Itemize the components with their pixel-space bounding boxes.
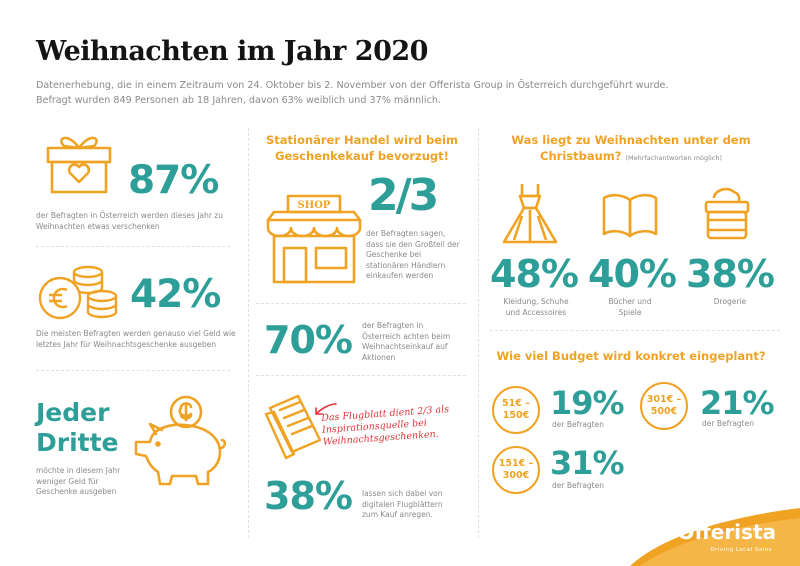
- book-icon: [602, 193, 658, 238]
- gift-item-2-label: Bücher und Spiele: [608, 297, 652, 317]
- intro-text: Datenerhebung, die in einem Zeitraum von…: [36, 78, 736, 108]
- brand-ribbon: [630, 508, 800, 566]
- budget-2-value: 21%: [700, 384, 775, 422]
- brand-tagline: Driving Local Sales: [710, 547, 772, 553]
- middle-heading: Stationärer Handel wird beim Geschenkeka…: [266, 133, 458, 163]
- stat-70-text: der Befragten in Österreich achten beim …: [362, 321, 451, 362]
- row-divider-right: [490, 330, 780, 331]
- stat-87-text: der Befragten in Österreich werden diese…: [36, 211, 223, 231]
- jeder-dritte-line1: Jeder: [36, 398, 110, 427]
- budget-range-1-line1: 51€ –: [502, 398, 530, 409]
- right-heading-note: (Mehrfachantworten möglich): [625, 154, 722, 162]
- budget-heading: Wie viel Budget wird konkret eingeplant?: [496, 349, 766, 363]
- row-divider-mid-2: [256, 375, 466, 376]
- stat-38-flyer-text: lassen sich dabei von digitalen Flugblät…: [362, 489, 443, 519]
- budget-1-label: der Befragten: [552, 420, 604, 429]
- gift-item-1-label: Kleidung, Schuhe und Accessoires: [503, 297, 569, 317]
- coins-icon: [38, 265, 118, 320]
- budget-3-value: 31%: [550, 444, 625, 482]
- budget-1-value: 19%: [550, 384, 625, 422]
- gift-item-2-value: 40%: [588, 252, 677, 296]
- jeder-dritte-line2: Dritte: [36, 428, 119, 457]
- stat-87-value: 87%: [128, 158, 219, 203]
- stat-70-value: 70%: [264, 318, 353, 362]
- jeder-dritte-text: möchte in diesem Jahr weniger Geld für G…: [36, 466, 121, 496]
- stat-42-value: 42%: [130, 272, 221, 317]
- budget-range-1-line2: 150€: [502, 410, 530, 421]
- right-heading: Was liegt zu Weihnachten unter dem Chris…: [490, 132, 772, 166]
- gift-item-3-label: Drogerie: [713, 297, 747, 306]
- row-divider-mid-1: [256, 303, 466, 304]
- column-divider-left: [248, 128, 249, 538]
- intro-line-1: Datenerhebung, die in einem Zeitraum von…: [36, 80, 669, 91]
- dress-icon: [502, 184, 558, 244]
- column-divider-right: [478, 128, 479, 538]
- row-divider-left-2: [36, 370, 230, 371]
- gift-icon: [46, 136, 112, 194]
- flyer-quote: Das Flugblatt dient 2/3 als Inspirations…: [320, 403, 450, 448]
- arrow-icon: [315, 403, 337, 415]
- gift-item-3-value: 38%: [686, 252, 775, 296]
- row-divider-left-1: [36, 246, 230, 247]
- stat-42-text: Die meisten Befragten werden genauso vie…: [36, 329, 236, 349]
- budget-range-3: 151€ –300€: [492, 446, 540, 494]
- stat-two-thirds-text: der Befragten sagen, dass sie den Großte…: [366, 229, 460, 280]
- cream-jar-icon: [704, 187, 750, 240]
- right-heading-line2: Christbaum?: [540, 149, 622, 163]
- right-heading-line2-row: Christbaum? (Mehrfachantworten möglich): [490, 148, 772, 166]
- piggy-bank-icon: [134, 395, 227, 486]
- shop-icon: SHOP: [266, 194, 362, 284]
- budget-range-2: 301€ –500€: [640, 382, 688, 430]
- shop-sign: SHOP: [298, 200, 331, 211]
- gift-item-1-value: 48%: [490, 252, 579, 296]
- page-title: Weihnachten im Jahr 2020: [36, 36, 428, 67]
- stat-38-flyer-value: 38%: [264, 474, 353, 518]
- budget-range-2-line1: 301€ –: [646, 394, 682, 405]
- budget-range-1: 51€ –150€: [492, 386, 540, 434]
- stat-two-thirds-value: 2/3: [368, 170, 439, 221]
- brand-logo: Offerista: [677, 520, 776, 544]
- budget-2-label: der Befragten: [702, 419, 754, 428]
- intro-line-2: Befragt wurden 849 Personen ab 18 Jahren…: [36, 95, 441, 106]
- budget-range-2-line2: 500€: [650, 406, 678, 417]
- flyer-icon: [264, 394, 322, 460]
- budget-range-3-line1: 151€ –: [498, 458, 534, 469]
- budget-range-3-line2: 300€: [502, 470, 530, 481]
- right-heading-line1: Was liegt zu Weihnachten unter dem: [511, 133, 751, 147]
- budget-3-label: der Befragten: [552, 481, 604, 490]
